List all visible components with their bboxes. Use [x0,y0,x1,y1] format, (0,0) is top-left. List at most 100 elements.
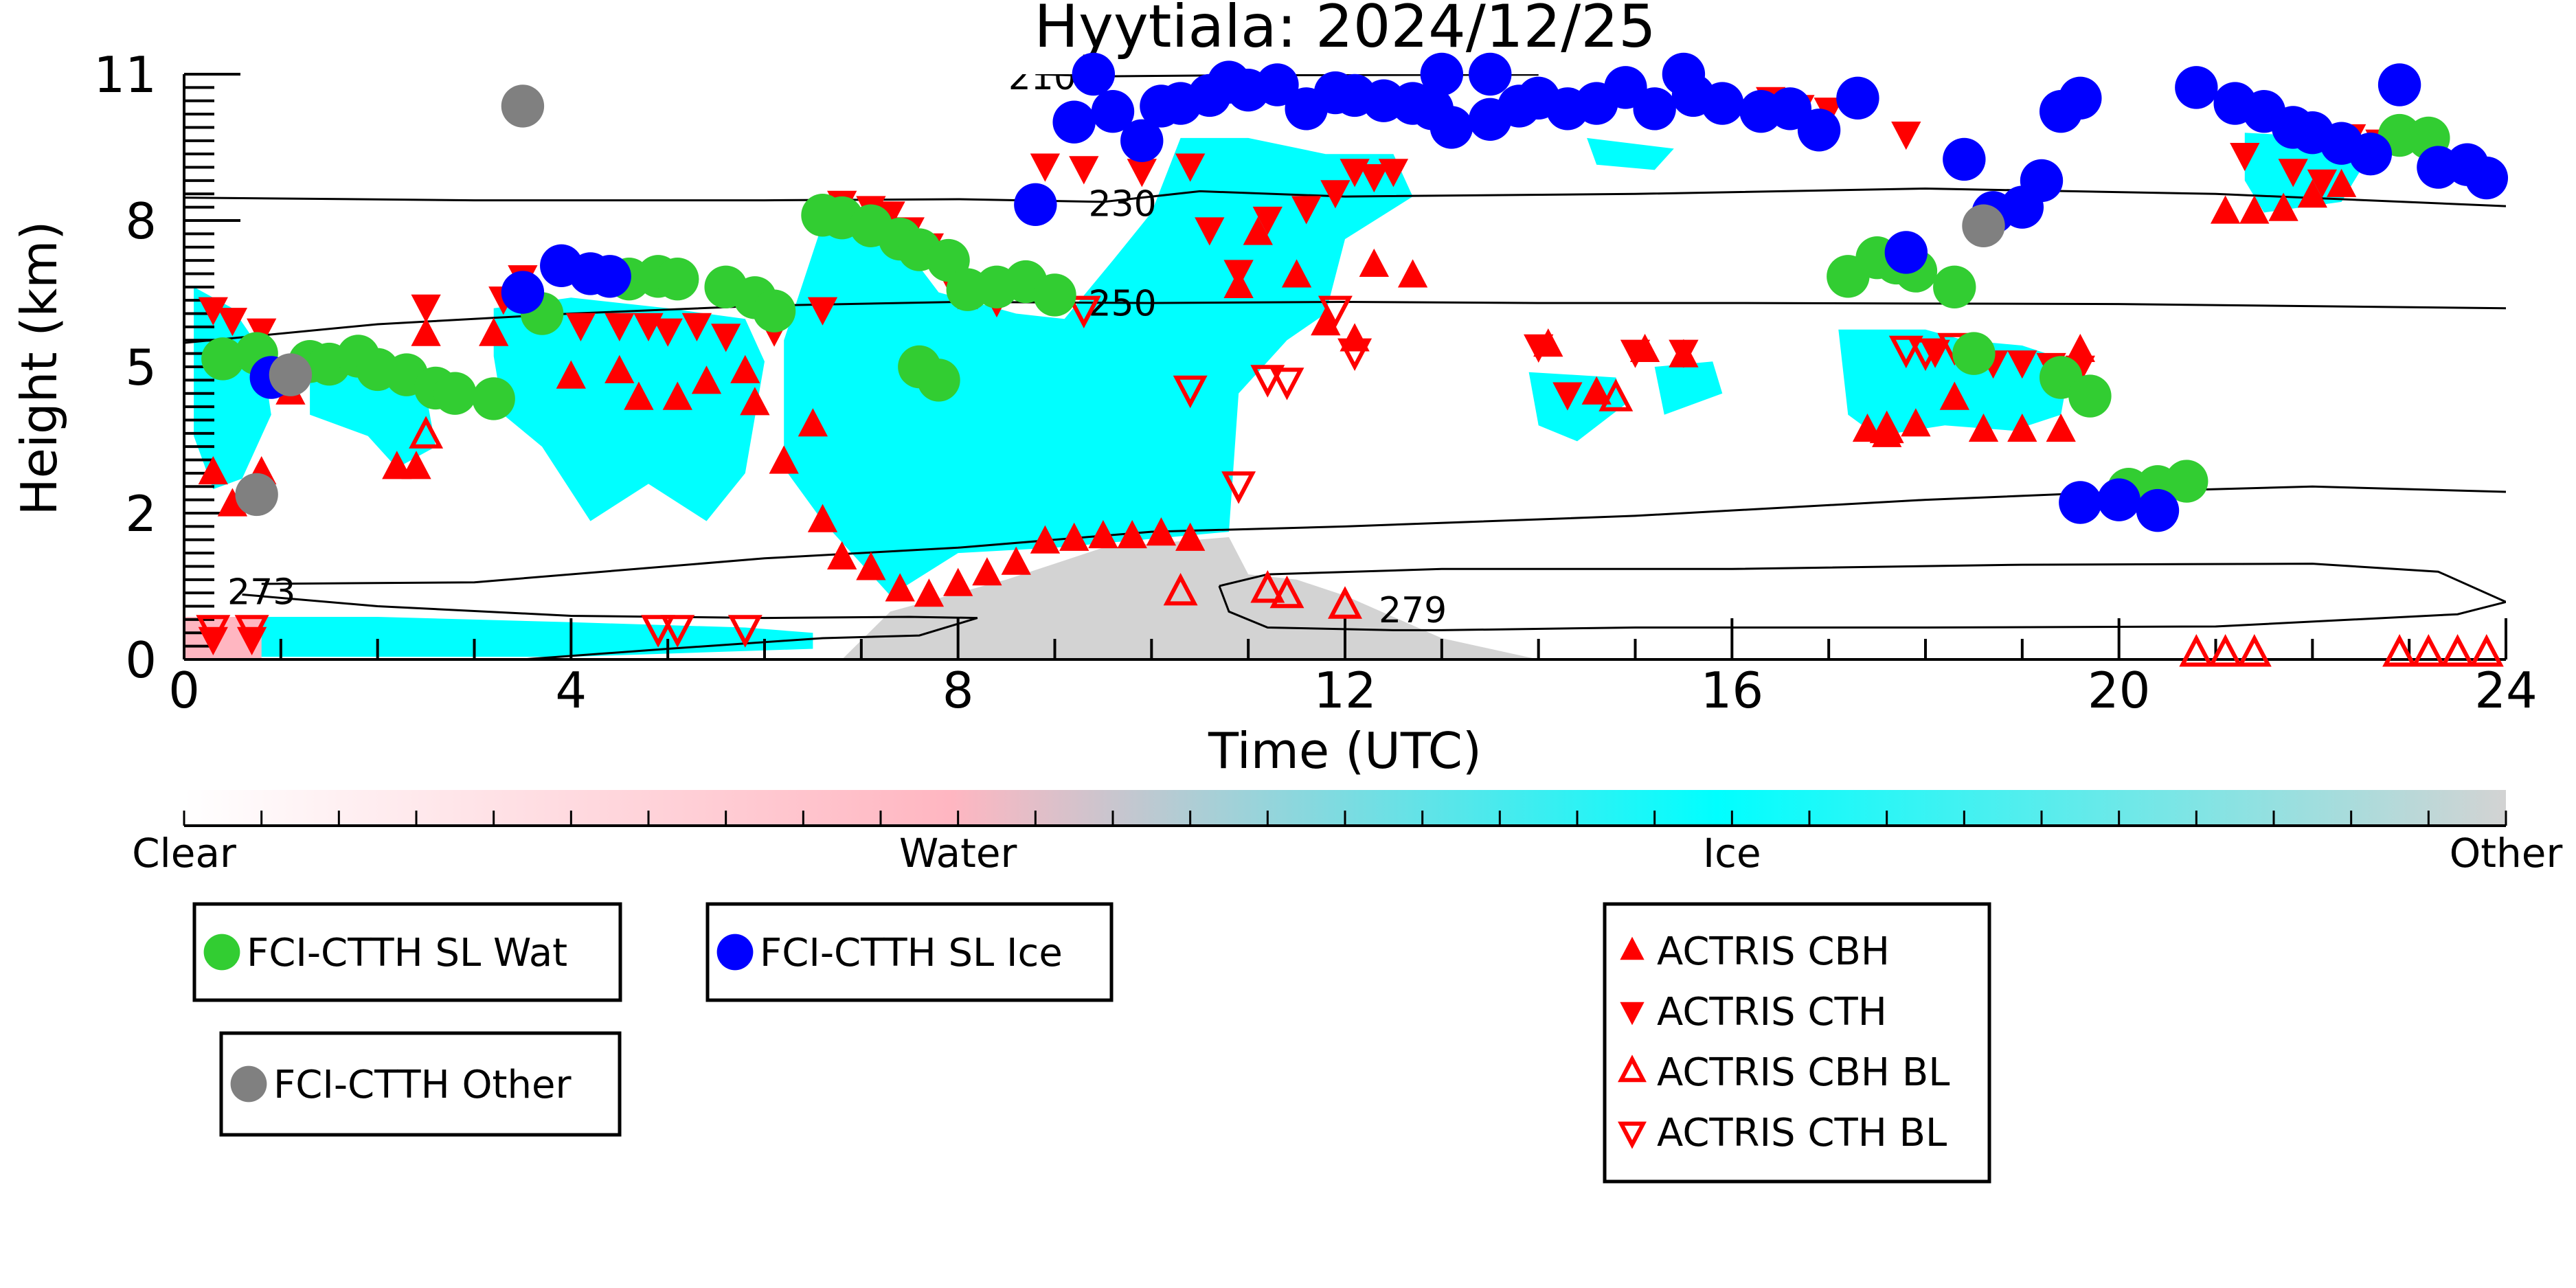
fci-ctth-sl-ice-point [1836,76,1879,120]
actris-cbh-point [1059,522,1089,551]
actris-cbh-point [827,541,857,569]
actris-cbh-point [740,387,770,416]
actris-cth-point [711,324,741,352]
region-ice [1587,137,1674,170]
fci-ctth-sl-wat-point [1033,273,1076,317]
actris-cbh-point [2007,413,2037,442]
actris-cbh-point [1243,216,1273,245]
data-markers [196,52,2509,667]
y-tick-label: 11 [93,46,157,104]
actris-cth-point [1891,122,1921,150]
fci-ctth-sl-ice-point [2136,488,2180,532]
fci-ctth-sl-ice-point [1884,231,1928,274]
y-axis: 0 2 5 8 11 [93,46,240,689]
isotherm-line [1035,74,1539,78]
actris-cth-point [1195,217,1225,246]
fci-ctth-sl-ice-point [2377,63,2421,106]
actris-cth-point [565,313,596,341]
actris-cbh-bl-point [2440,634,2475,667]
y-axis-label: Height (km) [10,221,68,516]
isotherm-line [184,300,2506,344]
isotherm-label: 279 [1379,590,1447,631]
actris-cbh-point [2046,413,2076,442]
actris-cbh-point [1901,408,1931,437]
actris-cbh-bl-point [2237,634,2272,667]
actris-cbh-point [1088,519,1118,549]
actris-cth-bl-point [1337,338,1372,372]
actris-cbh-point [1117,519,1147,549]
actris-cth-point [1378,159,1409,188]
x-tick-label: 20 [2088,662,2151,719]
actris-cth-bl-point [1066,295,1101,329]
actris-cbh-point [1340,323,1370,352]
actris-cbh-bl-legend-marker [1618,1054,1647,1083]
actris-cbh-point [1397,259,1428,288]
actris-cbh-point [1001,546,1031,575]
actris-cth-point [1127,159,1157,188]
fci-ctth-sl-ice-point [1701,82,1744,125]
colorbar-label: Ice [1703,830,1761,877]
actris-cth-point [2307,169,2338,198]
fci-ctth-sl-ice-point [1072,52,1116,96]
actris-cth-point [1223,260,1254,289]
fci-ctth-sl-ice-point [2059,481,2102,524]
fci-ctth-sl-ice-point [1256,63,1299,106]
colorbar-label: Clear [132,830,236,877]
fci-ctth-sl-ice-point [588,255,631,298]
actris-cbh-point [624,381,654,410]
legend-label: ACTRIS CBH BL [1657,1050,1950,1095]
fci-ctth-sl-ice-point [1633,87,1676,131]
actris-cbh-bl-point [1269,575,1304,609]
y-tick-label: 0 [125,631,157,689]
actris-cbh-bl-point [1163,572,1198,606]
fci-ctth-sl-wat-legend-marker [203,934,240,971]
fci-ctth-sl-ice-point [1662,52,1706,96]
actris-cth-point [2230,143,2260,172]
actris-cth-bl-point [1318,295,1353,329]
isotherm-label: 230 [1088,183,1156,225]
actris-cbh-point [1939,381,1969,410]
actris-cbh-point [401,451,431,479]
legend-box [192,902,622,1002]
x-axis: 0 4 8 12 16 20 24 [168,618,2538,719]
actris-cbh-point [914,578,945,607]
actris-cth-bl-point [1908,338,1943,372]
actris-cth-point [1252,206,1283,236]
fci-ctth-sl-ice-point [2175,66,2218,109]
fci-ctth-other-point [269,353,313,396]
legend-box [219,1031,622,1137]
region-ice [194,617,813,657]
y-tick-label: 5 [125,339,157,396]
fci-ctth-sl-ice-point [1430,106,1473,149]
fci-ctth-other-point [235,473,278,517]
actris-cth-point [807,297,838,326]
actris-cth-bl-point [1250,365,1285,398]
actris-cth-point [605,313,635,341]
actris-cbh-bl-point [409,416,444,449]
actris-cth-bl-point [234,615,269,648]
actris-cbh-point [2326,168,2357,197]
fci-ctth-sl-ice-point [2097,478,2140,521]
fci-ctth-sl-ice-point [1120,119,1164,163]
actris-cbh-point [2239,195,2270,224]
actris-cth-point [1524,334,1554,363]
legend-box [1603,902,1991,1184]
actris-cbh-point [2268,192,2298,221]
x-tick-label: 8 [942,662,974,719]
actris-cbh-point [1281,259,1312,288]
x-tick-label: 4 [555,662,587,719]
fci-ctth-sl-ice-point [1469,52,1512,96]
actris-cbh-point [411,317,441,346]
actris-cth-point [681,313,712,341]
fci-ctth-sl-ice-point [1420,52,1464,96]
legend: FCI-CTTH SL Wat FCI-CTTH SL Ice FCI-CTTH O… [192,902,1991,1184]
fci-ctth-sl-wat-point [433,372,477,415]
fci-ctth-sl-ice-point [1052,100,1096,144]
actris-cth-point [2278,159,2308,188]
isotherm-label: 250 [1088,284,1156,325]
x-tick-label: 16 [1701,662,1764,719]
actris-cth-point [2007,350,2037,379]
actris-cth-bl-point [641,615,676,648]
fci-ctth-sl-wat-point [2068,374,2112,418]
